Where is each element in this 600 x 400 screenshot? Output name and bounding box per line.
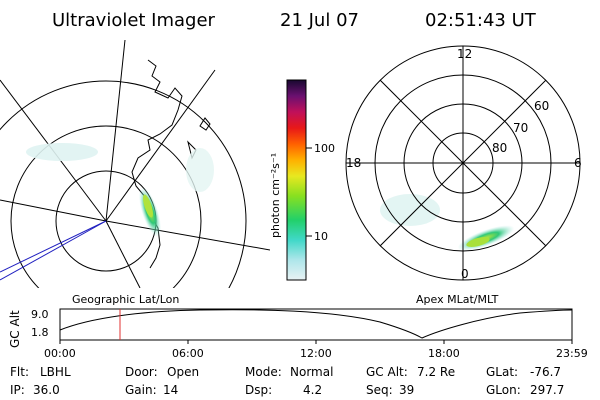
geo-latitude-circle	[0, 80, 247, 288]
altitude-tick-label: 1.8	[31, 326, 49, 339]
auroral-oval-peak	[466, 237, 490, 247]
apex-polar-plot: 12 18 6 0 60 70 80	[345, 45, 582, 281]
satellite-track	[0, 220, 107, 281]
status-label-flt: Flt:	[10, 365, 29, 379]
status-label-glon: GLon:	[486, 383, 521, 397]
geographic-map	[0, 40, 270, 288]
colorbar-scale	[286, 79, 307, 281]
status-value-flt: LBHL	[40, 365, 71, 379]
altitude-curve	[59, 309, 573, 339]
status-label-door: Door:	[125, 365, 158, 379]
geo-meridian	[0, 199, 107, 222]
time-tick-label: 06:00	[172, 347, 204, 360]
mlt-label-dusk: 18	[346, 156, 361, 170]
altitude-timeline: GC Alt 9.0 1.8 00:00 06:00 12:00 18:00 2…	[8, 308, 588, 360]
status-value-gain: 14	[163, 383, 178, 397]
geo-meridian	[105, 220, 270, 251]
geo-latitude-circle	[10, 125, 202, 288]
mlt-label-noon: 12	[457, 47, 472, 61]
auroral-emission-peak	[143, 194, 153, 218]
mlt-label-dawn: 6	[574, 156, 582, 170]
colorbar-tick-label: 10	[314, 230, 328, 243]
time-tick-label: 23:59	[556, 347, 588, 360]
auroral-emission-faint	[186, 148, 214, 192]
mlt-meridian	[379, 79, 547, 247]
instrument-title: Ultraviolet Imager	[52, 10, 216, 31]
auroral-emission-faint	[26, 143, 98, 161]
satellite-track	[0, 220, 107, 273]
status-value-dsp: 4.2	[303, 383, 322, 397]
status-label-gain: Gain:	[125, 383, 157, 397]
mlat-label: 80	[492, 141, 507, 155]
altitude-axis-label: GC Alt	[8, 310, 22, 348]
status-value-seq: 39	[399, 383, 414, 397]
colorbar: 100 10 photon cm⁻²s⁻¹	[269, 79, 335, 281]
auroral-emission-faint	[380, 194, 440, 226]
mlat-label: 60	[534, 99, 549, 113]
status-value-glat: -76.7	[530, 365, 561, 379]
status-label-glat: GLat:	[486, 365, 518, 379]
time-tick-label: 00:00	[44, 347, 76, 360]
status-value-gc-alt: 7.2 Re	[417, 365, 455, 379]
status-value-door: Open	[167, 365, 199, 379]
mlat-label: 70	[513, 121, 528, 135]
apex-map-label: Apex MLat/MLT	[416, 293, 499, 306]
status-value-ip: 36.0	[33, 383, 60, 397]
time-tick-label: 18:00	[428, 347, 460, 360]
geo-meridian	[105, 220, 141, 288]
status-value-glon: 297.7	[530, 383, 564, 397]
status-label-dsp: Dsp:	[245, 383, 272, 397]
coastline	[199, 117, 211, 131]
observation-time: 02:51:43 UT	[425, 10, 537, 31]
geo-meridian	[105, 40, 126, 222]
colorbar-label: photon cm⁻²s⁻¹	[269, 153, 282, 238]
status-label-gc-alt: GC Alt:	[366, 365, 408, 379]
status-label-mode: Mode:	[245, 365, 282, 379]
altitude-tick-label: 9.0	[31, 308, 49, 321]
status-panel: Flt: LBHL Door: Open Mode: Normal GC Alt…	[10, 365, 564, 397]
status-label-ip: IP:	[10, 383, 25, 397]
status-value-mode: Normal	[290, 365, 333, 379]
status-label-seq: Seq:	[366, 383, 393, 397]
time-tick-label: 12:00	[300, 347, 332, 360]
header: Ultraviolet Imager 21 Jul 07 02:51:43 UT	[52, 10, 537, 31]
geographic-map-label: Geographic Lat/Lon	[72, 293, 179, 306]
colorbar-tick-label: 100	[314, 142, 335, 155]
observation-date: 21 Jul 07	[280, 10, 359, 31]
mlt-label-midnight: 0	[461, 267, 469, 281]
geo-meridian	[105, 69, 216, 222]
